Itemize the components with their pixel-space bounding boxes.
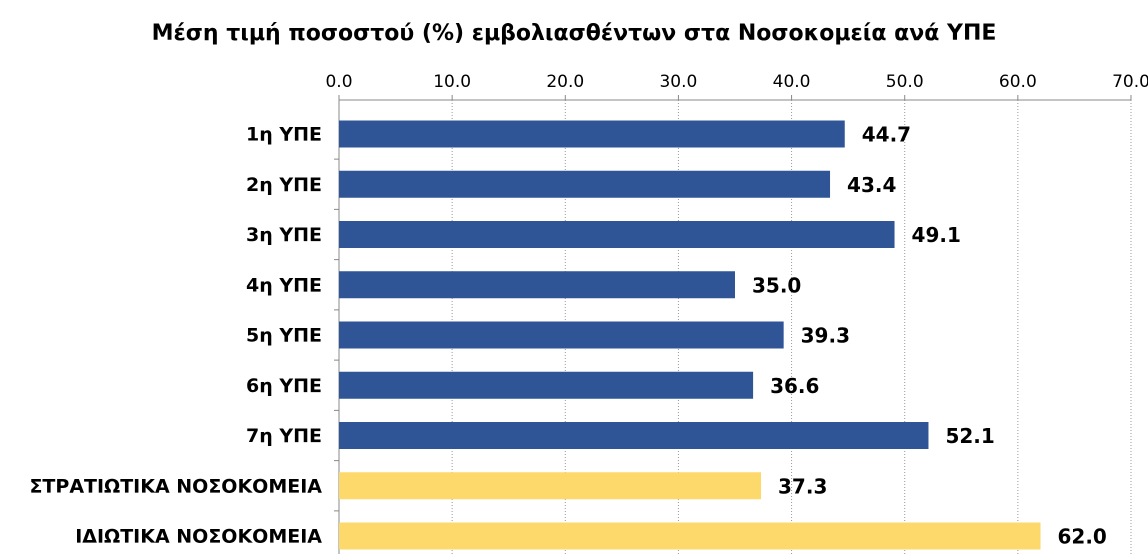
value-label: 62.0 bbox=[1057, 525, 1106, 549]
x-tick-label: 60.0 bbox=[999, 72, 1037, 92]
value-label: 35.0 bbox=[752, 273, 801, 297]
bar bbox=[339, 120, 845, 148]
bar bbox=[339, 271, 735, 299]
bar bbox=[339, 522, 1041, 550]
x-tick-label: 10.0 bbox=[433, 72, 471, 92]
x-tick-label: 0.0 bbox=[325, 72, 352, 92]
chart-title: Μέση τιμή ποσοστού (%) εμβολιασθέντων στ… bbox=[152, 21, 997, 46]
y-tick-label: 1η ΥΠΕ bbox=[246, 124, 322, 146]
bar bbox=[339, 170, 831, 198]
y-tick-label: 6η ΥΠΕ bbox=[246, 375, 322, 397]
y-tick-label: 5η ΥΠΕ bbox=[246, 325, 322, 347]
y-tick-label: 3η ΥΠΕ bbox=[246, 224, 322, 246]
x-tick-label: 50.0 bbox=[886, 72, 924, 92]
x-tick-label: 40.0 bbox=[773, 72, 811, 92]
value-label: 43.4 bbox=[847, 173, 896, 197]
y-tick-label: 4η ΥΠΕ bbox=[246, 274, 322, 296]
y-tick-label: 7η ΥΠΕ bbox=[246, 425, 322, 447]
y-tick-label: ΙΔΙΩΤΙΚΑ ΝΟΣΟΚΟΜΕΙΑ bbox=[75, 526, 322, 548]
bar bbox=[339, 221, 895, 248]
value-label: 37.3 bbox=[778, 474, 827, 498]
value-label: 36.6 bbox=[770, 374, 819, 398]
value-label: 49.1 bbox=[912, 223, 961, 247]
bar bbox=[339, 321, 784, 349]
bar bbox=[339, 371, 754, 399]
bar bbox=[339, 472, 762, 500]
bar bbox=[339, 422, 929, 449]
value-label: 39.3 bbox=[801, 324, 850, 348]
x-tick-label: 30.0 bbox=[659, 72, 697, 92]
value-label: 52.1 bbox=[945, 424, 994, 448]
value-label: 44.7 bbox=[862, 123, 911, 147]
y-tick-label: 2η ΥΠΕ bbox=[246, 174, 322, 196]
y-tick-label: ΣΤΡΑΤΙΩΤΙΚΑ ΝΟΣΟΚΟΜΕΙΑ bbox=[29, 475, 322, 497]
x-tick-label: 70.0 bbox=[1112, 72, 1148, 92]
x-tick-label: 20.0 bbox=[546, 72, 584, 92]
